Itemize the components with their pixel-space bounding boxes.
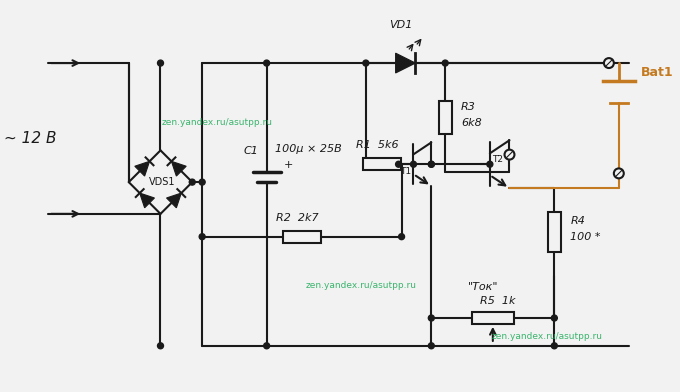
Circle shape — [614, 169, 624, 178]
Polygon shape — [167, 193, 182, 208]
Circle shape — [189, 179, 195, 185]
Text: VD1: VD1 — [389, 20, 412, 30]
Text: Bat1: Bat1 — [641, 66, 673, 79]
Circle shape — [396, 161, 402, 167]
Text: ~ 12 В: ~ 12 В — [4, 131, 57, 146]
Text: R5  1k: R5 1k — [480, 296, 515, 306]
Text: 100μ × 25B: 100μ × 25B — [275, 144, 341, 154]
Text: "Ток": "Ток" — [468, 282, 498, 292]
Text: 100 *: 100 * — [571, 232, 600, 242]
Circle shape — [398, 234, 405, 240]
Text: T2: T2 — [492, 155, 503, 164]
Circle shape — [428, 315, 435, 321]
Circle shape — [264, 60, 270, 66]
Bar — [472, 312, 513, 324]
Circle shape — [158, 60, 163, 66]
Circle shape — [551, 315, 558, 321]
Bar — [439, 101, 452, 134]
Text: R2  2k7: R2 2k7 — [275, 213, 318, 223]
Circle shape — [264, 343, 270, 349]
Polygon shape — [171, 162, 186, 176]
Circle shape — [428, 343, 435, 349]
Polygon shape — [396, 53, 415, 73]
Bar — [283, 231, 321, 243]
Polygon shape — [135, 162, 150, 176]
Circle shape — [487, 161, 493, 167]
Text: 6k8: 6k8 — [461, 118, 482, 127]
Text: R1  5k6: R1 5k6 — [356, 140, 398, 151]
Text: +: + — [284, 160, 293, 170]
Circle shape — [604, 58, 614, 68]
Circle shape — [428, 161, 435, 167]
Text: VDS1: VDS1 — [149, 177, 175, 187]
Circle shape — [363, 60, 369, 66]
Circle shape — [199, 234, 205, 240]
Circle shape — [158, 343, 163, 349]
Bar — [363, 158, 401, 170]
Circle shape — [442, 60, 448, 66]
Bar — [548, 212, 561, 252]
Circle shape — [551, 343, 558, 349]
Text: R3: R3 — [461, 102, 476, 112]
Text: C1: C1 — [243, 146, 258, 156]
Text: R4: R4 — [571, 216, 585, 226]
Text: zen.yandex.ru/asutpp.ru: zen.yandex.ru/asutpp.ru — [305, 281, 416, 290]
Text: zen.yandex.ru/asutpp.ru: zen.yandex.ru/asutpp.ru — [162, 118, 273, 127]
Text: zen.yandex.ru/asutpp.ru: zen.yandex.ru/asutpp.ru — [492, 332, 603, 341]
Polygon shape — [139, 193, 154, 208]
Circle shape — [428, 161, 435, 167]
Circle shape — [411, 161, 416, 167]
Circle shape — [199, 179, 205, 185]
Circle shape — [505, 150, 515, 160]
Text: T1: T1 — [401, 167, 411, 176]
